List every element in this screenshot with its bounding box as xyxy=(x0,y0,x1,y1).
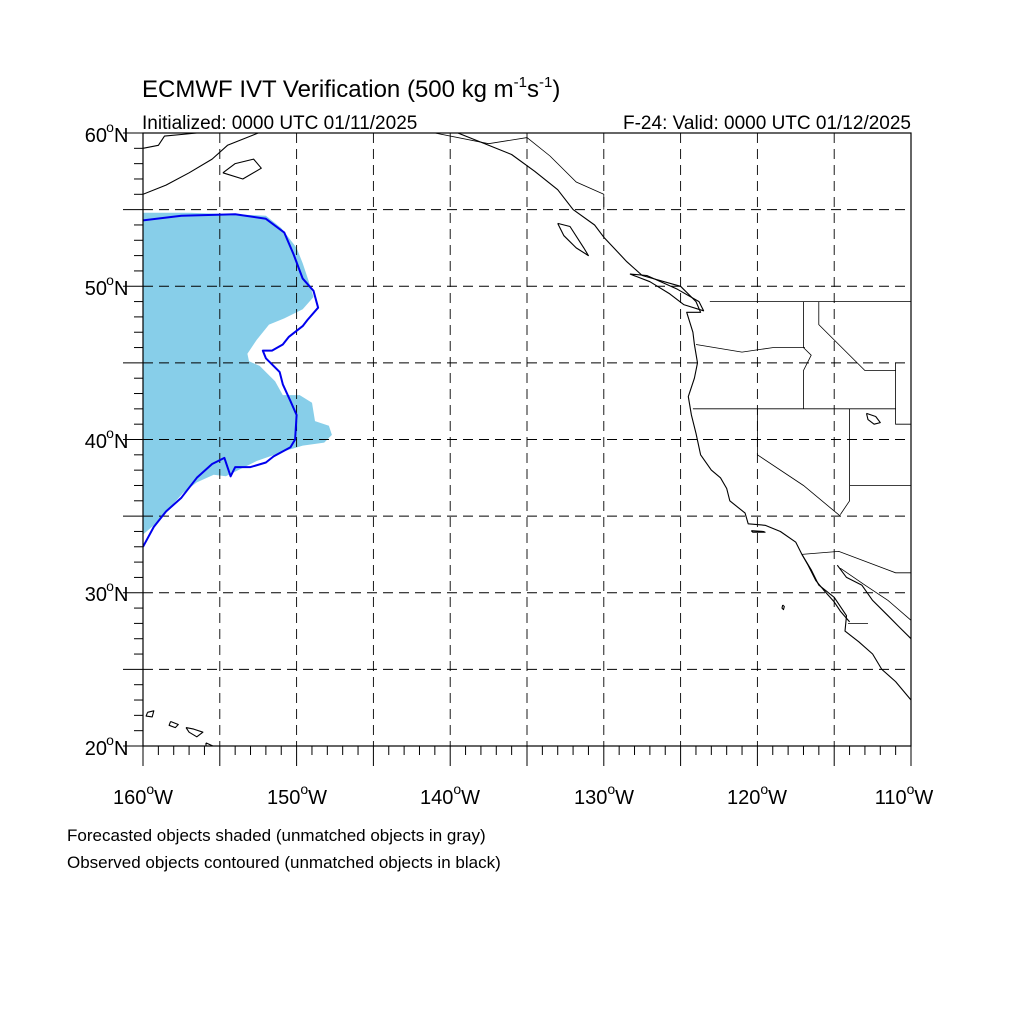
coastline-vancouver-island xyxy=(629,273,705,312)
boundary-alaska-bc-border xyxy=(434,133,605,210)
coastline-isla-guadalupe xyxy=(781,604,785,611)
axis-ticks xyxy=(123,132,912,766)
initialized-time: Initialized: 0000 UTC 01/11/2025 xyxy=(142,113,417,134)
coastlines-layer xyxy=(143,133,911,746)
observed-objects-layer xyxy=(143,213,320,548)
coastline-alaska-peninsula xyxy=(143,133,259,195)
boundary-nv-east-border xyxy=(839,408,850,515)
lon-label-120w: 120oW xyxy=(727,781,787,809)
lon-label-130w: 130oW xyxy=(574,781,634,809)
lon-label-110w: 110oW xyxy=(875,781,934,809)
coastline-haida-gwaii xyxy=(557,222,589,257)
plot-area xyxy=(143,133,911,746)
coastline-channel-islands xyxy=(750,530,766,533)
coastline-alaska-upper-left xyxy=(143,133,197,149)
boundary-ca-nv-border xyxy=(757,408,841,517)
coastline-hawaii-kauai xyxy=(145,710,155,718)
coastline-hawaii-oahu xyxy=(168,720,179,729)
lat-degree-symbol-30n: o xyxy=(106,578,114,594)
footnote-observed: Observed objects contoured (unmatched ob… xyxy=(67,853,501,872)
coastline-kodiak-island xyxy=(222,158,262,180)
lat-label-60n: 60 xyxy=(85,125,107,147)
lat-degree-symbol-50n: o xyxy=(106,272,114,288)
lat-label-40n: 40 xyxy=(85,431,107,453)
lon-label-160w: 160oW xyxy=(113,781,173,809)
coastline-baja-west-coast-detail xyxy=(801,554,851,623)
lat-degree-symbol-60n: o xyxy=(106,119,114,135)
valid-time: F-24: Valid: 0000 UTC 01/12/2025 xyxy=(623,113,911,134)
lat-label-30n: 30 xyxy=(85,584,107,606)
boundary-ut-east-border xyxy=(895,362,911,425)
lat-label-20n: 20 xyxy=(85,738,107,760)
coastline-great-salt-lake xyxy=(865,412,881,425)
boundary-mt-id-border xyxy=(818,301,896,371)
lat-hemi-30n: N xyxy=(114,584,128,606)
lat-hemi-20n: N xyxy=(114,738,128,760)
coastline-hawaii-molokai-maui xyxy=(185,727,204,738)
lat-label-50n: 50 xyxy=(85,278,107,300)
observed-object-contour xyxy=(143,213,320,548)
lat-degree-symbol-20n: o xyxy=(106,732,114,748)
lat-hemi-40n: N xyxy=(114,431,128,453)
figure-title: ECMWF IVT Verification (500 kg m-1s-1) xyxy=(142,74,560,103)
forecast-object-shaded xyxy=(143,212,332,535)
footnote-forecast: Forecasted objects shaded (unmatched obj… xyxy=(67,826,486,845)
lat-degree-symbol-40n: o xyxy=(106,425,114,441)
lat-axis-labels: 60 o N 50 o N 40 o N 30 o N 20 o N xyxy=(85,119,129,760)
lon-label-140w: 140oW xyxy=(420,781,480,809)
boundary-wa-or-border xyxy=(695,344,805,353)
coastline-north-america-coast xyxy=(457,133,911,701)
boundary-id-west-border xyxy=(803,301,812,409)
lat-hemi-50n: N xyxy=(114,278,128,300)
forecast-objects-layer xyxy=(143,212,332,535)
boundary-mexico-state-line xyxy=(840,567,911,621)
lat-hemi-60n: N xyxy=(114,125,128,147)
boundary-us-mexico-border xyxy=(801,550,911,574)
lon-axis-labels: 160oW 150oW 140oW 130oW 120oW 110oW xyxy=(113,781,933,809)
lon-label-150w: 150oW xyxy=(267,781,327,809)
coastline-gulf-of-california-east xyxy=(836,564,911,640)
